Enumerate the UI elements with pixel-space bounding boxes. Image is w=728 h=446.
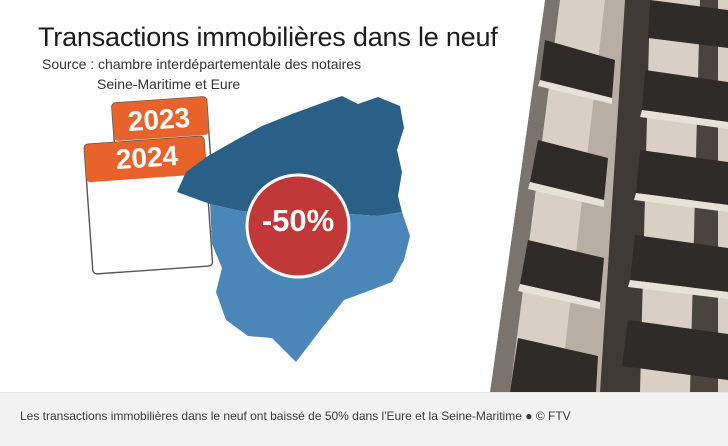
caption-bar: Les transactions immobilières dans le ne…	[0, 392, 728, 446]
infographic-title: Transactions immobilières dans le neuf	[38, 22, 498, 52]
apartment-building-photo	[490, 0, 728, 392]
source-region-line: Seine-Maritime et Eure	[97, 76, 241, 92]
photo-credit: © FTV	[535, 409, 571, 423]
infographic-artwork	[83, 0, 728, 392]
seine-maritime-map-region	[177, 96, 404, 224]
calendar-2023-label: 2023	[126, 101, 192, 138]
percent-badge	[245, 173, 351, 279]
caption-text: Les transactions immobilières dans le ne…	[20, 409, 522, 423]
source-line: Source : chambre interdépartementale des…	[42, 56, 362, 72]
infographic: Transactions immobilières dans le neuf S…	[38, 0, 728, 392]
image-caption: Les transactions immobilières dans le ne…	[20, 409, 571, 423]
percent-change-label: -50%	[261, 203, 335, 238]
caption-separator: ●	[525, 409, 533, 423]
calendar-2024-icon	[83, 135, 214, 275]
